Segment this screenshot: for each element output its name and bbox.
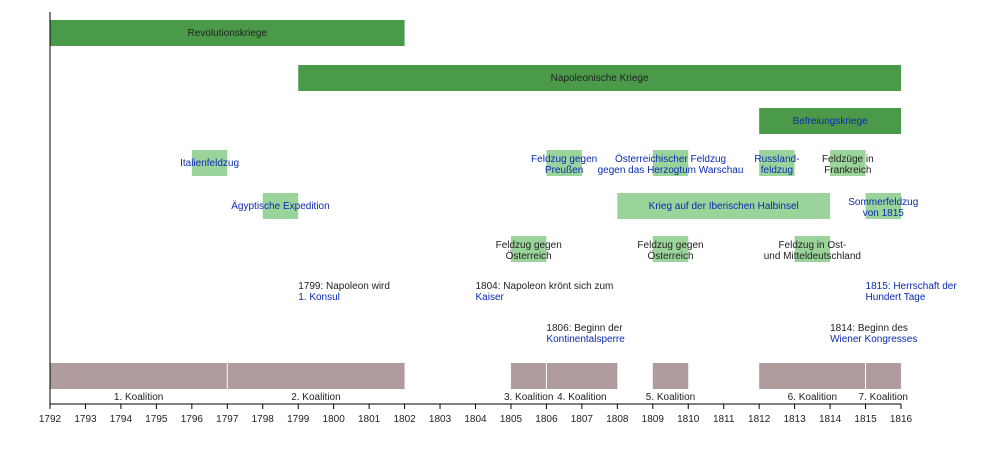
axis-tick-label: 1810 [677,414,700,425]
axis-tick-label: 1799 [287,414,310,425]
axis-tick-label: 1795 [145,414,168,425]
campaign-label[interactable]: feldzug [761,165,793,176]
axis-tick-label: 1806 [535,414,558,425]
campaign-label[interactable]: von 1815 [863,208,905,219]
event-label[interactable]: 1815: Herrschaft der [866,281,958,292]
axis-tick-label: 1812 [748,414,771,425]
axis-tick-label: 1802 [393,414,416,425]
campaign-bar [262,193,299,219]
campaigns-layer: Italienfeldzug Feldzug gegenPreußenÖsterr… [180,150,918,262]
war-bar [50,20,405,46]
campaign-label[interactable]: Österreichischer Feldzug [615,153,726,165]
campaign-label[interactable]: Italienfeldzug [180,158,239,169]
campaign-bar [191,150,228,176]
event-label[interactable]: 1. Konsul [298,292,340,303]
campaign-label[interactable]: Preußen [545,165,583,176]
event-label[interactable]: Wiener Kongresses [830,334,917,345]
axis-tick-label: 1798 [252,414,275,425]
campaign-label[interactable]: Krieg auf der Iberischen Halbinsel [649,201,799,212]
axis-tick-label: 1807 [571,414,594,425]
axis-tick-label: 1816 [890,414,913,425]
axis-tick-label: 1805 [500,414,523,425]
event-label[interactable]: Hundert Tage [866,292,926,303]
axis-tick-label: 1796 [181,414,204,425]
campaign-bar [546,150,582,176]
axis-tick-label: 1803 [429,414,452,425]
campaign-label[interactable]: Feldzug gegen [531,154,597,165]
coalition-label: 7. Koalition [859,392,908,403]
event-label: 1799: Napoleon wird [298,281,390,292]
campaign-label[interactable]: Sommerfeldzug [848,197,918,208]
axis-tick-label: 1815 [854,414,877,425]
war-label[interactable]: Befreiungskriege [793,116,868,127]
war-label: Revolutionskriege [188,28,268,39]
campaign-label: Feldzug gegen [496,240,562,251]
event-label: 1804: Napoleon krönt sich zum [476,281,614,292]
campaign-bar [865,193,901,219]
event-label[interactable]: Kontinentalsperre [546,334,625,345]
coalition-bar [865,363,901,389]
coalition-label: 6. Koalition [788,392,837,403]
coalition-bar [50,363,228,389]
axis-tick-label: 1804 [464,414,487,425]
axis-tick-label: 1797 [216,414,239,425]
event-label: 1806: Beginn der [546,323,623,334]
coalition-bar [546,363,618,389]
campaign-bar [617,193,831,219]
campaign-label: Feldzüge in [822,154,874,165]
coalition-label: 1. Koalition [114,392,163,403]
axis-tick-label: 1801 [358,414,381,425]
campaign-label[interactable]: Ägyptische Expedition [231,200,329,212]
axis-tick-label: 1811 [713,414,735,425]
event-label: 1814: Beginn des [830,323,908,334]
axis-tick-label: 1809 [642,414,665,425]
war-bar [759,108,901,134]
coalition-label: 2. Koalition [291,392,340,403]
coalition-label: 3. Koalition [504,392,553,403]
axis-tick-label: 1800 [323,414,346,425]
war-label: Napoleonische Kriege [551,73,649,84]
campaign-label: und Mitteldeutschland [764,251,861,262]
war-bar [298,65,901,91]
coalition-bar [652,363,689,389]
coalition-bar [510,363,547,389]
axis-tick-label: 1794 [110,414,133,425]
campaign-label: Österreich [506,250,552,262]
campaign-bar [652,236,689,262]
axis-tick-label: 1793 [74,414,97,425]
campaign-bar [830,150,866,176]
axis-tick-label: 1792 [39,414,62,425]
campaign-label[interactable]: Russland- [754,154,799,165]
coalition-bar [759,363,866,389]
coalition-bar [227,363,405,389]
time-axis: 1792 1793 1794 1795 1796 1797 1798 1799 1800 1801… [39,12,913,425]
coalition-label: 4. Koalition [557,392,606,403]
campaign-bar [759,150,795,176]
campaign-bar [794,236,831,262]
event-label[interactable]: Kaiser [476,292,505,303]
campaign-bar [510,236,547,262]
wars-layer: Revolutionskriege Napoleonische Kriege Bef… [50,20,901,134]
campaign-label[interactable]: gegen das Herzogtum Warschau [598,165,744,176]
campaign-bar [652,150,689,176]
axis-tick-label: 1813 [784,414,807,425]
campaign-label: Frankreich [824,165,871,176]
campaign-label: Feldzug in Ost- [778,240,846,251]
campaign-label: Feldzug gegen [637,240,703,251]
axis-tick-label: 1814 [819,414,842,425]
axis-tick-label: 1808 [606,414,629,425]
campaign-label: Österreich [647,250,693,262]
coalition-label: 5. Koalition [646,392,695,403]
coalitions-layer: 1. Koalition 2. Koalition 3. Koalition 4. K… [50,363,908,403]
